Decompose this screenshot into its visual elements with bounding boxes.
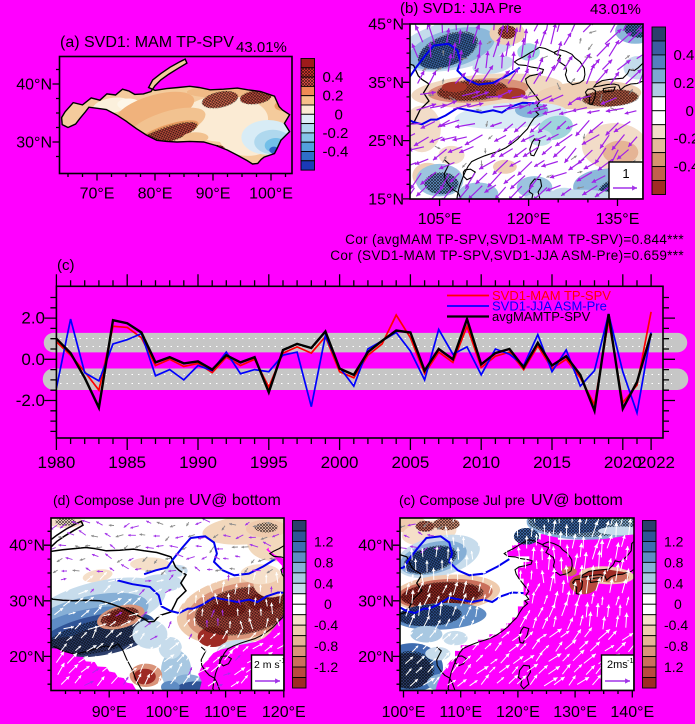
svg-text:2 m s: 2 m s xyxy=(254,659,280,671)
svg-text:35°N: 35°N xyxy=(368,75,404,92)
svg-text:0.8: 0.8 xyxy=(664,554,684,570)
svg-text:120°E: 120°E xyxy=(262,704,306,719)
svg-text:110°E: 110°E xyxy=(204,704,247,719)
svg-text:0.0: 0.0 xyxy=(21,350,45,369)
svg-text:40°N: 40°N xyxy=(9,538,45,555)
svg-text:45°N: 45°N xyxy=(368,17,404,34)
svg-text:80°E: 80°E xyxy=(138,186,173,203)
svg-text:1.2: 1.2 xyxy=(664,659,684,675)
svg-text:Cor (avgMAM TP-SPV,SVD1-MAM TP: Cor (avgMAM TP-SPV,SVD1-MAM TP-SPV)=0.84… xyxy=(345,232,684,247)
svg-text:2ms: 2ms xyxy=(607,659,628,671)
svg-text:130°E: 130°E xyxy=(553,704,597,719)
svg-text:140°E: 140°E xyxy=(610,704,654,719)
svg-text:2020: 2020 xyxy=(604,453,642,472)
svg-text:avgMAMTP-SPV: avgMAMTP-SPV xyxy=(492,309,591,324)
svg-text:30°N: 30°N xyxy=(9,593,45,610)
svg-text:Cor (SVD1-MAM TP-SPV,SVD1-JJA: Cor (SVD1-MAM TP-SPV,SVD1-JJA ASM-Pre)=0… xyxy=(330,248,684,263)
svg-text:0.4: 0.4 xyxy=(314,575,334,591)
svg-text:-0.4: -0.4 xyxy=(323,144,349,161)
svg-text:2000: 2000 xyxy=(321,453,359,472)
svg-text:(a) SVD1: MAM TP-SPV: (a) SVD1: MAM TP-SPV xyxy=(60,34,234,51)
svg-text:30°N: 30°N xyxy=(16,135,52,152)
svg-text:0.4: 0.4 xyxy=(664,575,684,591)
svg-text:-1.2: -1.2 xyxy=(314,659,338,675)
svg-text:0: 0 xyxy=(674,596,682,612)
svg-text:0.2: 0.2 xyxy=(323,88,344,105)
svg-text:-0.2: -0.2 xyxy=(323,125,349,142)
svg-text:1.2: 1.2 xyxy=(664,533,684,549)
svg-text:(b) SVD1: JJA Pre: (b) SVD1: JJA Pre xyxy=(400,0,522,17)
svg-text:100°E: 100°E xyxy=(249,186,293,203)
svg-text:0.4: 0.4 xyxy=(323,69,344,86)
svg-text:1: 1 xyxy=(622,166,629,181)
svg-text:(c) Compose Jul pre: (c) Compose Jul pre xyxy=(399,492,525,508)
svg-text:0: 0 xyxy=(324,596,332,612)
svg-text:20°N: 20°N xyxy=(358,649,394,666)
svg-text:43.01%: 43.01% xyxy=(236,39,287,56)
svg-text:40°N: 40°N xyxy=(358,538,394,555)
svg-text:-0.2: -0.2 xyxy=(674,131,695,148)
svg-text:120°E: 120°E xyxy=(496,704,540,719)
svg-text:70°E: 70°E xyxy=(80,186,115,203)
svg-text:120°E: 120°E xyxy=(507,211,551,228)
svg-text:110°E: 110°E xyxy=(439,704,482,719)
svg-text:-0.8: -0.8 xyxy=(664,638,688,654)
svg-text:25°N: 25°N xyxy=(368,133,404,150)
svg-text:-0.4: -0.4 xyxy=(314,617,338,633)
svg-text:-1: -1 xyxy=(627,656,634,665)
svg-text:100°E: 100°E xyxy=(382,704,426,719)
svg-text:30°N: 30°N xyxy=(358,593,394,610)
svg-text:40°N: 40°N xyxy=(16,77,52,94)
svg-text:0.2: 0.2 xyxy=(674,75,695,92)
svg-text:0: 0 xyxy=(335,106,343,123)
svg-text:-0.4: -0.4 xyxy=(674,159,695,176)
svg-text:105°E: 105°E xyxy=(418,211,462,228)
svg-text:43.01%: 43.01% xyxy=(590,1,641,18)
svg-text:1985: 1985 xyxy=(108,453,146,472)
svg-text:20°N: 20°N xyxy=(9,649,45,666)
svg-text:-0.8: -0.8 xyxy=(314,638,338,654)
svg-text:(d) Compose Jun pre: (d) Compose Jun pre xyxy=(53,492,185,508)
svg-text:1995: 1995 xyxy=(250,453,288,472)
svg-text:-0.4: -0.4 xyxy=(664,617,688,633)
svg-text:2015: 2015 xyxy=(533,453,571,472)
svg-text:2005: 2005 xyxy=(391,453,429,472)
svg-text:2022: 2022 xyxy=(637,453,675,472)
svg-text:15°N: 15°N xyxy=(368,191,404,208)
svg-text:1980: 1980 xyxy=(37,453,75,472)
svg-text:135°E: 135°E xyxy=(596,211,640,228)
svg-text:100°E: 100°E xyxy=(146,704,190,719)
svg-text:1.2: 1.2 xyxy=(314,533,334,549)
svg-text:2.0: 2.0 xyxy=(21,309,45,328)
svg-text:UV@ bottom: UV@ bottom xyxy=(531,492,623,509)
svg-text:UV@ bottom: UV@ bottom xyxy=(189,492,281,509)
svg-text:-2.0: -2.0 xyxy=(16,391,45,410)
svg-text:0.4: 0.4 xyxy=(674,47,695,64)
svg-text:90°E: 90°E xyxy=(196,186,231,203)
svg-text:0: 0 xyxy=(686,103,694,120)
svg-text:1990: 1990 xyxy=(179,453,217,472)
svg-text:(c): (c) xyxy=(57,257,75,274)
svg-text:90°E: 90°E xyxy=(92,704,127,719)
svg-text:0.8: 0.8 xyxy=(314,554,334,570)
svg-text:2010: 2010 xyxy=(462,453,500,472)
